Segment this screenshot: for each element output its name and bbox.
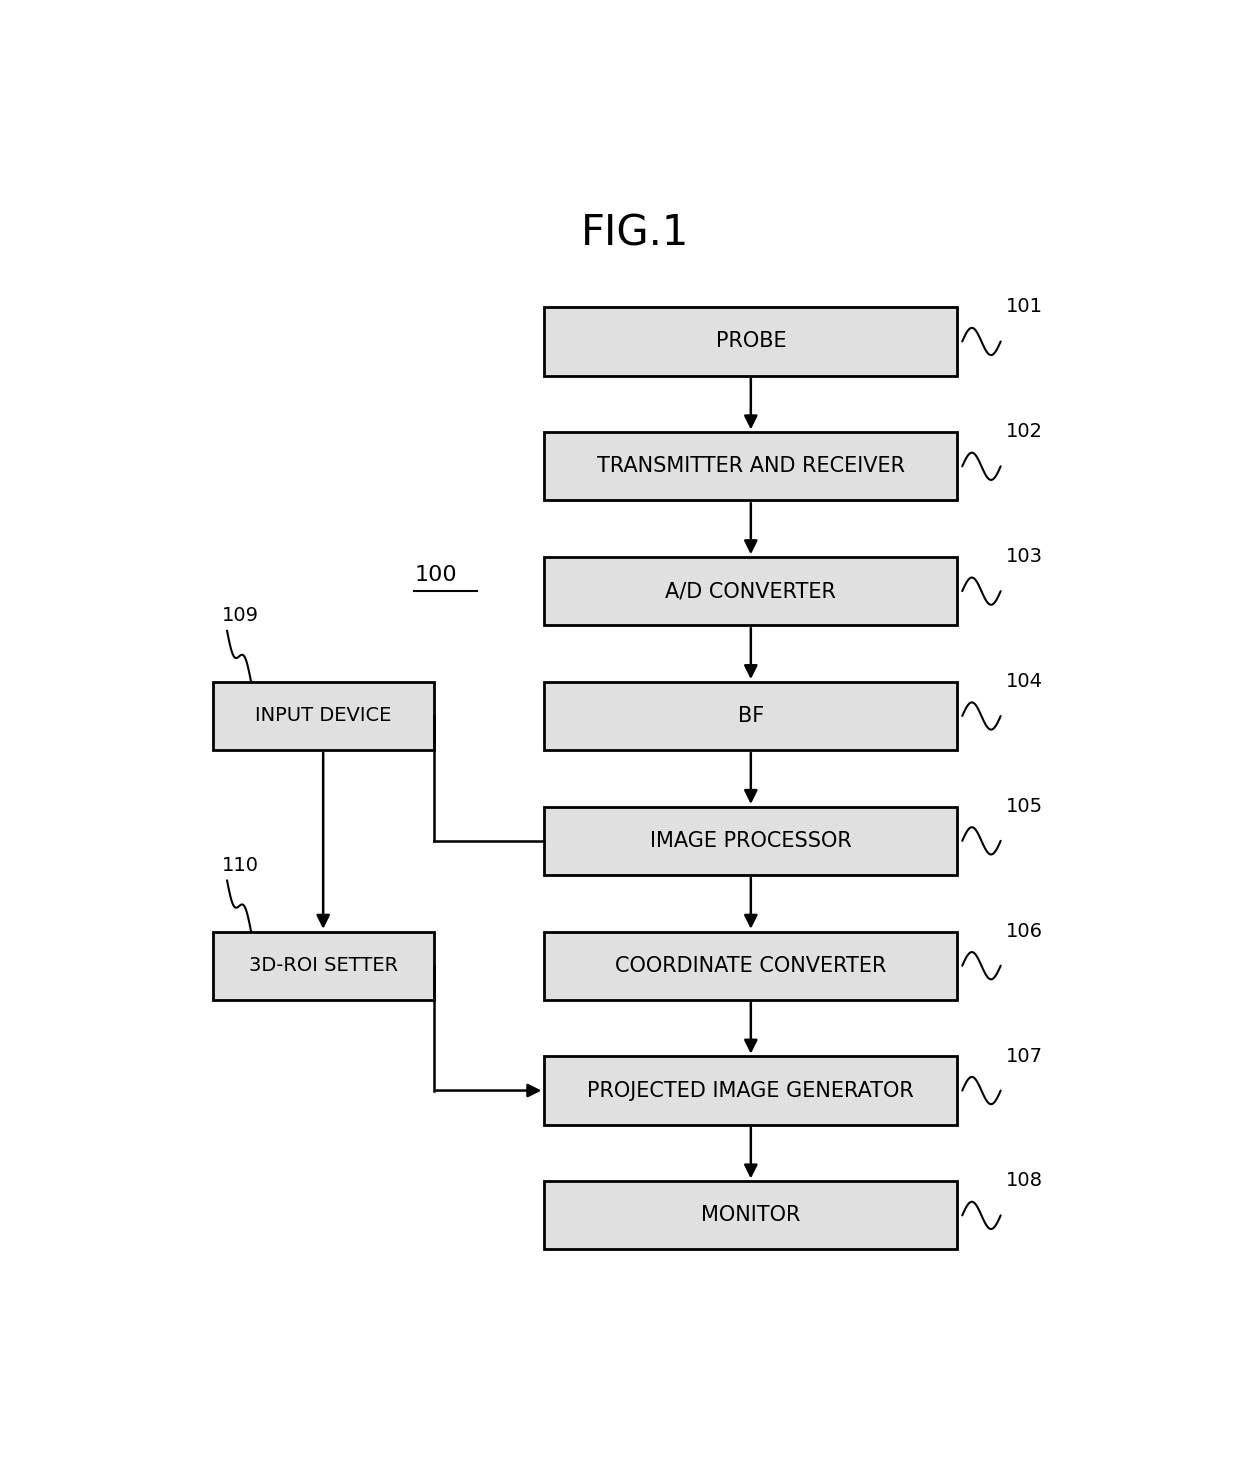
Text: BF: BF (738, 706, 764, 727)
Text: 101: 101 (1006, 298, 1043, 317)
Text: PROBE: PROBE (715, 332, 786, 351)
Text: FIG.1: FIG.1 (582, 212, 689, 255)
Text: A/D CONVERTER: A/D CONVERTER (666, 581, 836, 601)
Text: 100: 100 (414, 566, 458, 585)
Text: 108: 108 (1006, 1172, 1043, 1191)
FancyBboxPatch shape (544, 806, 957, 876)
Text: MONITOR: MONITOR (701, 1206, 801, 1225)
Text: PROJECTED IMAGE GENERATOR: PROJECTED IMAGE GENERATOR (588, 1080, 914, 1101)
Text: IMAGE PROCESSOR: IMAGE PROCESSOR (650, 831, 852, 850)
Text: TRANSMITTER AND RECEIVER: TRANSMITTER AND RECEIVER (596, 457, 905, 476)
FancyBboxPatch shape (544, 1181, 957, 1250)
Text: 110: 110 (222, 856, 259, 876)
Text: 102: 102 (1006, 423, 1043, 441)
Text: 107: 107 (1006, 1047, 1043, 1066)
Text: 106: 106 (1006, 921, 1043, 940)
FancyBboxPatch shape (544, 557, 957, 625)
Text: 3D-ROI SETTER: 3D-ROI SETTER (248, 957, 398, 976)
Text: 109: 109 (222, 606, 259, 625)
Text: INPUT DEVICE: INPUT DEVICE (255, 706, 392, 725)
FancyBboxPatch shape (544, 308, 957, 376)
Text: 103: 103 (1006, 547, 1043, 566)
Text: 105: 105 (1006, 797, 1043, 817)
FancyBboxPatch shape (544, 432, 957, 500)
FancyBboxPatch shape (544, 1057, 957, 1125)
Text: 104: 104 (1006, 672, 1043, 691)
FancyBboxPatch shape (213, 682, 434, 750)
FancyBboxPatch shape (213, 932, 434, 999)
FancyBboxPatch shape (544, 682, 957, 750)
FancyBboxPatch shape (544, 932, 957, 999)
Text: COORDINATE CONVERTER: COORDINATE CONVERTER (615, 955, 887, 976)
